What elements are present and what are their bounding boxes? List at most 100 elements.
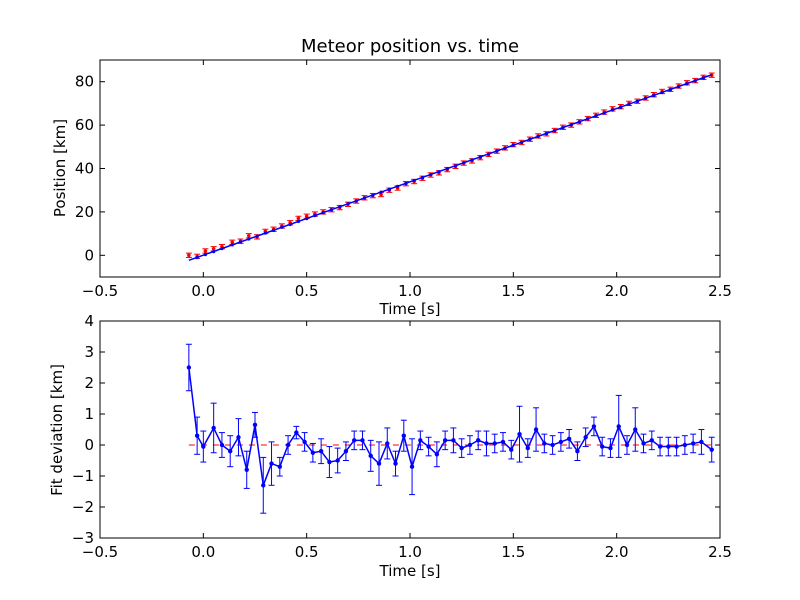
deviation-data-point bbox=[682, 442, 688, 448]
position-chart: Meteor position vs. time −0.5 0.0 0.5 1.0 1.… bbox=[51, 36, 732, 318]
deviation-data-point bbox=[484, 441, 489, 446]
deviation-data-point bbox=[343, 449, 349, 454]
position-data-point bbox=[187, 253, 191, 258]
fit-point bbox=[470, 158, 474, 162]
fit-point bbox=[453, 164, 458, 168]
position-data-point bbox=[296, 216, 301, 221]
deviation-data-point bbox=[244, 467, 249, 472]
deviation-data-point bbox=[409, 464, 415, 469]
fit-point bbox=[255, 234, 259, 238]
position-y-tick-label: 60 bbox=[75, 116, 94, 134]
position-chart-y-axis-label: Position [km] bbox=[51, 119, 69, 217]
deviation-data-point bbox=[566, 436, 572, 441]
fit-point bbox=[610, 108, 615, 112]
deviation-data-point bbox=[269, 461, 274, 466]
deviation-chart-ticks: −0.5 0.0 0.5 1.0 1.5 2.0 2.5 −3 −2 −1 0 1 2 3 4 bbox=[72, 312, 732, 561]
fit-point bbox=[346, 202, 350, 206]
fit-point bbox=[321, 211, 325, 215]
fit-point bbox=[362, 196, 367, 200]
fit-point bbox=[495, 149, 499, 153]
deviation-data-point bbox=[666, 444, 671, 449]
deviation-data-point bbox=[228, 449, 233, 454]
deviation-data-point bbox=[550, 442, 555, 448]
deviation-data-point bbox=[649, 438, 654, 443]
position-y-tick-label: 80 bbox=[75, 73, 94, 91]
deviation-data-point bbox=[459, 445, 464, 451]
deviation-data-point bbox=[277, 464, 282, 469]
fit-point bbox=[238, 240, 243, 244]
deviation-series-line bbox=[188, 367, 713, 486]
fit-point bbox=[652, 93, 656, 98]
deviation-y-tick-label: −3 bbox=[72, 529, 94, 547]
deviation-data-point bbox=[393, 461, 398, 466]
fit-point bbox=[280, 225, 284, 229]
fit-point bbox=[503, 146, 507, 150]
deviation-data-point bbox=[558, 439, 564, 445]
fit-point bbox=[677, 85, 681, 89]
fit-point bbox=[553, 129, 557, 133]
fit-point bbox=[329, 208, 334, 212]
fit-point bbox=[528, 137, 532, 142]
deviation-data-point bbox=[211, 425, 216, 431]
deviation-x-tick-label: 2.5 bbox=[708, 543, 732, 561]
fit-point bbox=[354, 199, 358, 203]
deviation-data-point bbox=[451, 438, 456, 443]
deviation-data-point bbox=[385, 441, 390, 446]
fit-line bbox=[188, 74, 712, 261]
deviation-data-point bbox=[294, 430, 299, 435]
fit-point bbox=[379, 190, 383, 194]
deviation-data-point bbox=[261, 483, 266, 488]
deviation-y-tick-label: −1 bbox=[72, 467, 94, 485]
fit-point bbox=[247, 237, 251, 241]
fit-point bbox=[668, 88, 673, 92]
position-chart-title: Meteor position vs. time bbox=[301, 36, 519, 57]
deviation-chart: −0.5 0.0 0.5 1.0 1.5 2.0 2.5 −3 −2 −1 0 1 2 3 4 Time [… bbox=[48, 312, 732, 580]
fit-point bbox=[644, 96, 648, 101]
fit-point bbox=[212, 250, 216, 254]
deviation-data-point bbox=[575, 449, 580, 454]
deviation-data-point bbox=[434, 452, 440, 457]
deviation-data-point bbox=[285, 442, 291, 448]
fit-point bbox=[569, 123, 573, 127]
position-x-tick-label: 1.0 bbox=[398, 282, 422, 300]
fit-point bbox=[230, 243, 234, 247]
position-x-tick-label: −0.5 bbox=[82, 282, 118, 300]
deviation-data-point bbox=[674, 444, 679, 449]
deviation-data-point bbox=[699, 439, 704, 445]
deviation-y-tick-label: −2 bbox=[72, 498, 94, 516]
deviation-data-point bbox=[608, 445, 613, 451]
deviation-data-point bbox=[418, 438, 423, 443]
deviation-data-point bbox=[517, 431, 522, 437]
deviation-data-point bbox=[442, 438, 448, 443]
deviation-data-point bbox=[591, 424, 597, 429]
deviation-data-point bbox=[525, 445, 530, 451]
fit-point bbox=[396, 184, 400, 188]
deviation-data-point bbox=[335, 458, 340, 463]
deviation-data-point bbox=[376, 461, 382, 466]
deviation-data-point bbox=[657, 444, 663, 449]
deviation-y-tick-label: 3 bbox=[84, 343, 94, 361]
deviation-data-point bbox=[476, 438, 481, 443]
deviation-data-point bbox=[633, 427, 638, 432]
deviation-data-point bbox=[201, 444, 206, 449]
position-y-tick-label: 20 bbox=[75, 203, 94, 221]
fit-point bbox=[619, 105, 623, 109]
fit-point bbox=[371, 193, 375, 197]
deviation-chart-x-axis-label: Time [s] bbox=[379, 562, 441, 580]
fit-point bbox=[478, 155, 482, 159]
deviation-x-tick-label: −0.5 bbox=[82, 543, 118, 561]
deviation-data-point bbox=[368, 453, 373, 459]
position-x-tick-label: 2.0 bbox=[605, 282, 629, 300]
deviation-y-tick-label: 4 bbox=[84, 312, 94, 330]
fit-point bbox=[544, 131, 549, 136]
deviation-data-point bbox=[302, 439, 307, 445]
fit-point bbox=[511, 143, 515, 147]
position-x-tick-label: 2.5 bbox=[708, 282, 732, 300]
fit-point bbox=[203, 253, 207, 257]
deviation-y-tick-label: 2 bbox=[84, 374, 94, 392]
position-data-point bbox=[247, 233, 251, 238]
deviation-data-point bbox=[533, 427, 539, 432]
deviation-y-tick-label: 1 bbox=[84, 405, 94, 423]
fit-point bbox=[420, 176, 424, 180]
